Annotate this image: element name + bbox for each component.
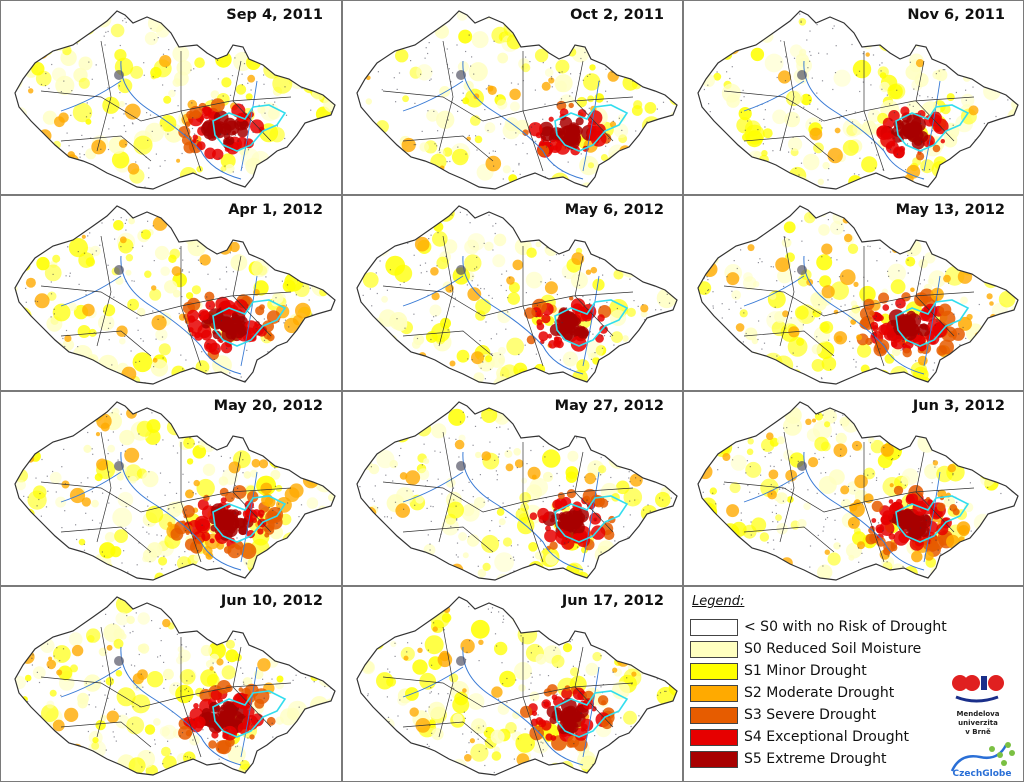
mendel-line2: univerzita	[958, 719, 998, 727]
map-date-label: May 27, 2012	[554, 398, 664, 414]
drought-map	[14, 401, 336, 581]
map-panel: Oct 2, 2011	[342, 0, 683, 195]
legend-item: S0 Reduced Soil Moisture	[690, 639, 921, 659]
czechglobe-text: CzechGlobe	[953, 769, 1012, 779]
legend-swatch	[690, 618, 738, 636]
legend-title: Legend:	[692, 594, 745, 609]
drought-map	[356, 401, 678, 581]
legend-label: S2 Moderate Drought	[744, 685, 895, 701]
drought-map	[14, 10, 336, 190]
legend-swatch	[690, 750, 738, 768]
legend-item: < S0 with no Risk of Drought	[690, 617, 947, 637]
legend-item: S5 Extreme Drought	[690, 749, 887, 769]
map-panel: Nov 6, 2011	[683, 0, 1024, 195]
map-date-label: Apr 1, 2012	[228, 202, 323, 218]
drought-map	[14, 596, 336, 776]
legend-swatch	[690, 662, 738, 680]
legend-label: S1 Minor Drought	[744, 663, 867, 679]
map-date-label: Sep 4, 2011	[226, 7, 323, 23]
legend-label: S0 Reduced Soil Moisture	[744, 641, 922, 657]
map-panel: Jun 10, 2012	[0, 586, 342, 782]
legend-label: < S0 with no Risk of Drought	[744, 619, 947, 635]
mendel-university-logo: Mendelova univerzita v Brně	[952, 675, 1004, 736]
map-date-label: May 13, 2012	[895, 202, 1005, 218]
drought-map	[356, 10, 678, 190]
map-panel: May 27, 2012	[342, 391, 683, 586]
legend-swatch	[690, 706, 738, 724]
map-panel: Jun 3, 2012	[683, 391, 1024, 586]
map-date-label: May 6, 2012	[564, 202, 664, 218]
drought-map	[697, 10, 1019, 190]
map-date-label: Jun 17, 2012	[561, 593, 664, 609]
map-date-label: Jun 3, 2012	[912, 398, 1005, 414]
map-panel: Sep 4, 2011	[0, 0, 342, 195]
map-panel: May 13, 2012	[683, 195, 1024, 391]
drought-map	[356, 205, 678, 385]
logos: Mendelova univerzita v Brně CzechGlobe	[946, 665, 1023, 781]
drought-map	[356, 596, 678, 776]
map-date-label: Oct 2, 2011	[570, 7, 664, 23]
legend-item: S4 Exceptional Drought	[690, 727, 909, 747]
map-panel: May 6, 2012	[342, 195, 683, 391]
legend-panel: Legend: < S0 with no Risk of Drought S0 R…	[683, 586, 1024, 782]
legend-label: S3 Severe Drought	[744, 707, 877, 723]
legend-label: S4 Exceptional Drought	[744, 729, 909, 745]
legend-item: S2 Moderate Drought	[690, 683, 894, 703]
map-panel: Apr 1, 2012	[0, 195, 342, 391]
legend-label: S5 Extreme Drought	[744, 751, 887, 767]
mendel-line3: v Brně	[965, 728, 991, 736]
mendel-line1: Mendelova	[957, 710, 1000, 718]
legend-swatch	[690, 728, 738, 746]
map-date-label: Nov 6, 2011	[907, 7, 1005, 23]
legend-item: S1 Minor Drought	[690, 661, 867, 681]
drought-map	[14, 205, 336, 385]
czechglobe-logo: CzechGlobe	[950, 742, 1015, 779]
map-panel: May 20, 2012	[0, 391, 342, 586]
map-panel: Jun 17, 2012	[342, 586, 683, 782]
legend-swatch	[690, 640, 738, 658]
drought-map	[697, 205, 1019, 385]
legend-item: S3 Severe Drought	[690, 705, 876, 725]
map-date-label: May 20, 2012	[213, 398, 323, 414]
map-date-label: Jun 10, 2012	[220, 593, 323, 609]
legend-swatch	[690, 684, 738, 702]
drought-map	[697, 401, 1019, 581]
